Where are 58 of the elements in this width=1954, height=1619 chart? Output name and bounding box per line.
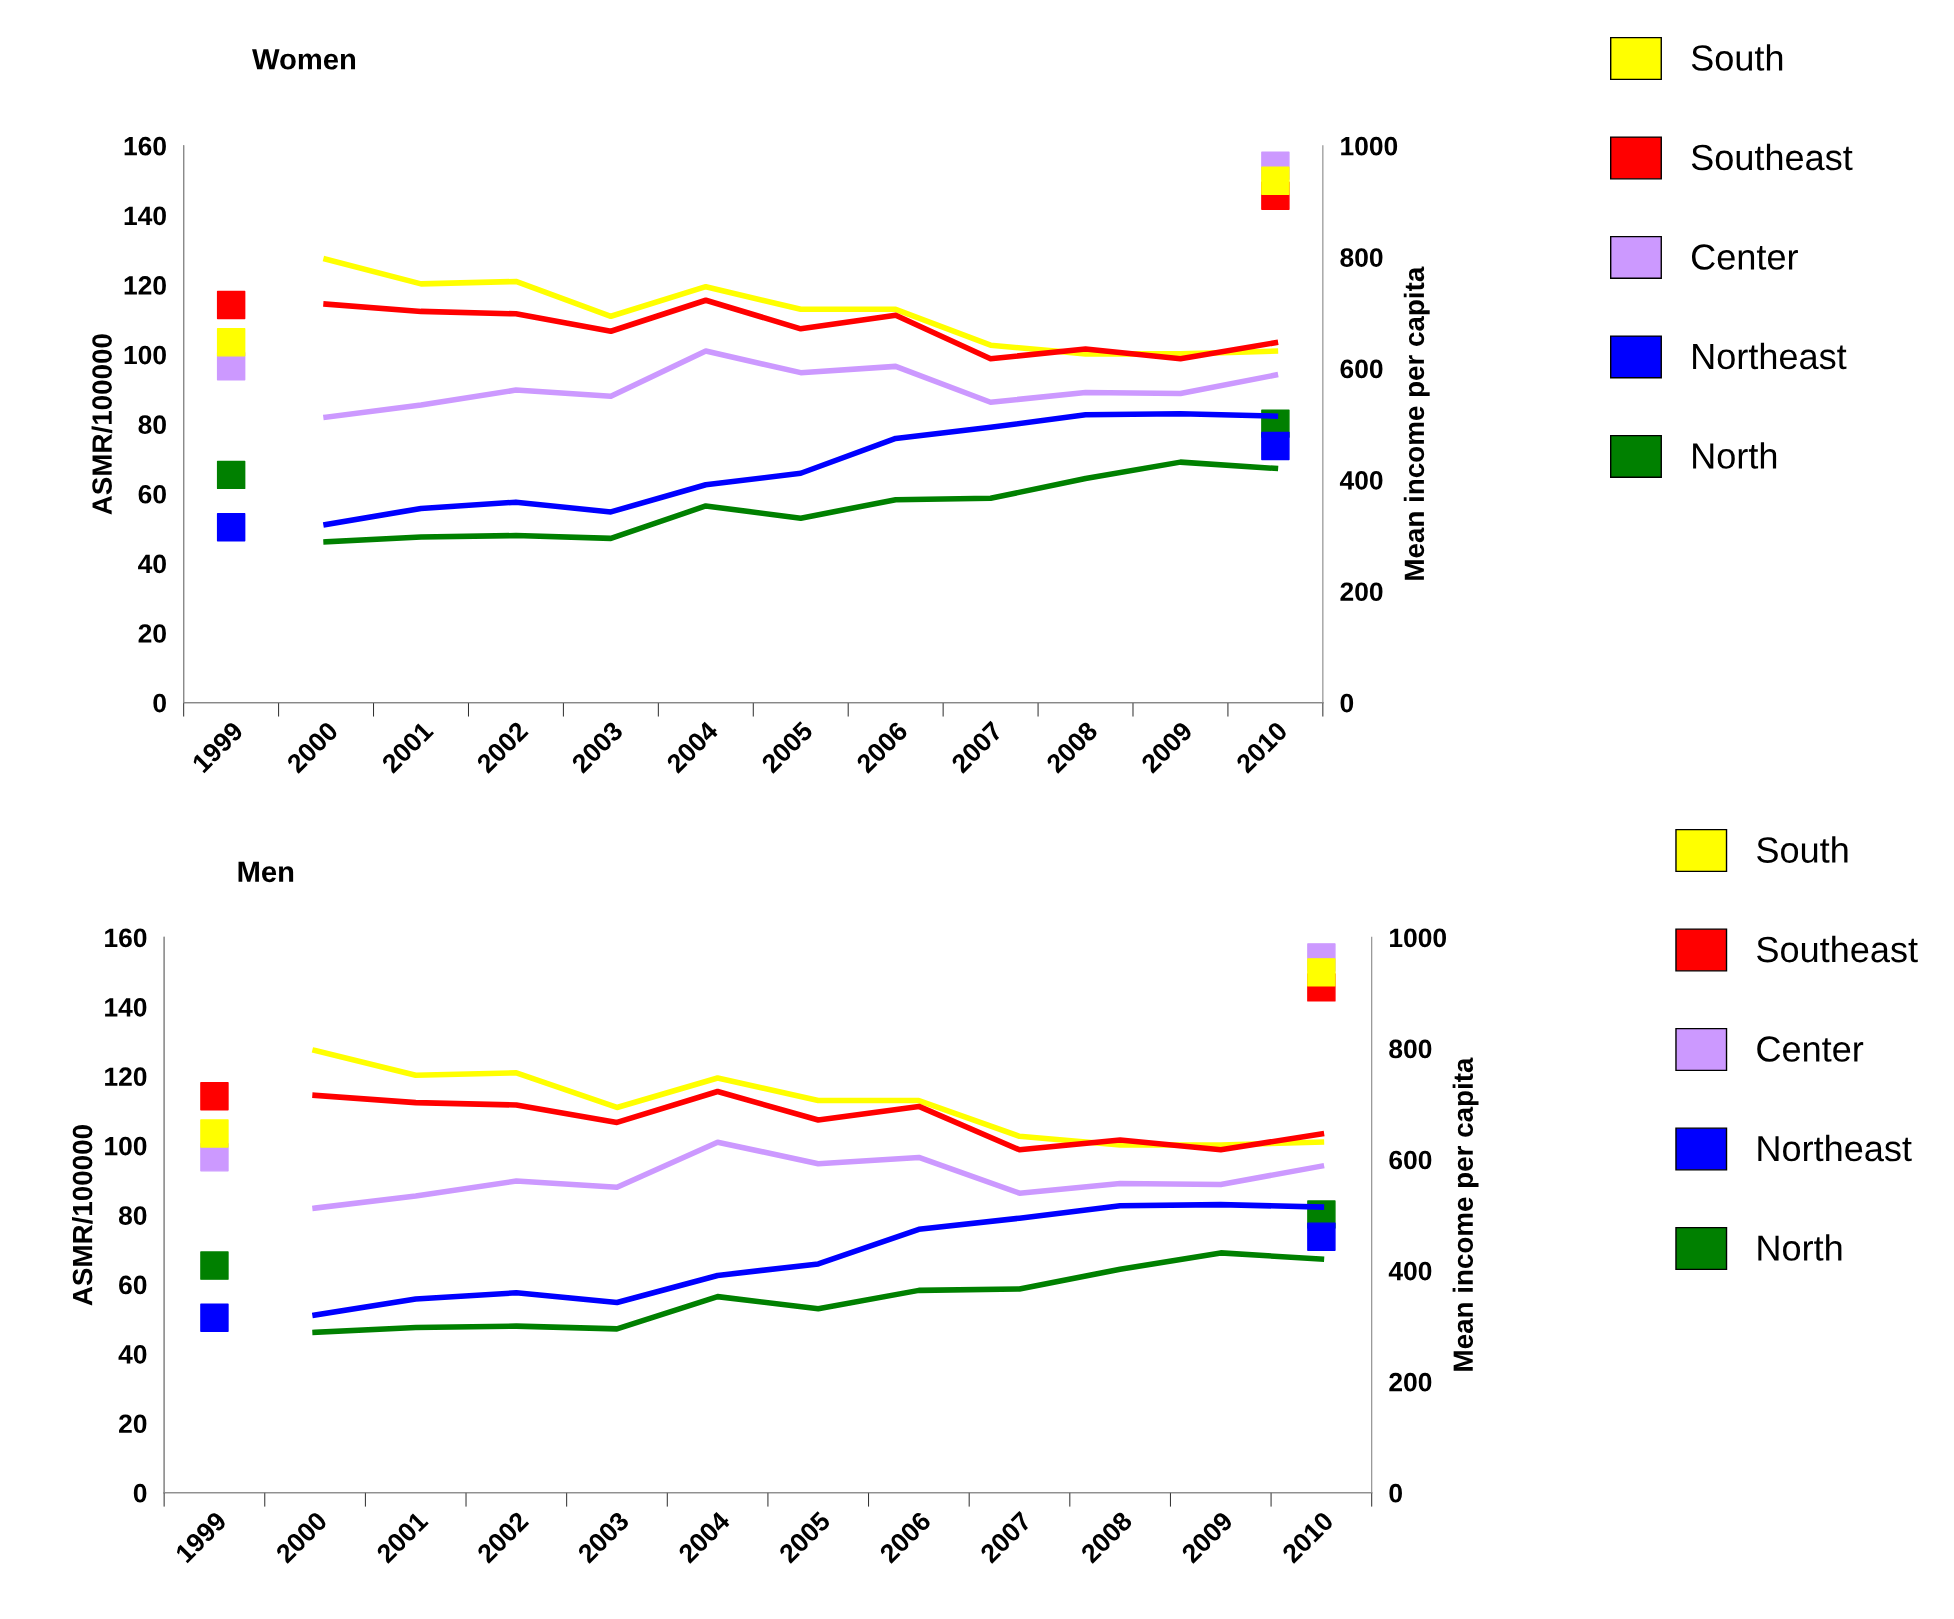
y2-axis-title: Mean income per capita [1452, 1057, 1479, 1371]
y-tick-label: 120 [105, 1067, 147, 1087]
y2-tick-label: 400 [1388, 1261, 1432, 1281]
y-tick-label: 100 [105, 1136, 147, 1156]
point [200, 1081, 229, 1111]
legend-label: Northeast [1758, 1134, 1912, 1162]
point [1261, 166, 1290, 196]
y2-tick-label: 600 [1340, 359, 1383, 379]
legend-label: South [1691, 44, 1783, 71]
y-tick-label: 140 [105, 997, 147, 1017]
y2-axis-title: Mean income per capita [1403, 266, 1430, 580]
y-tick-label: 60 [119, 1275, 147, 1295]
y2-tick-label: 600 [1389, 1150, 1432, 1170]
y-axis-title: ASMR/100000 [72, 1125, 93, 1306]
y-tick-label: 80 [138, 415, 166, 434]
y2-tick-label: 1000 [1390, 928, 1446, 948]
point [216, 290, 246, 320]
y-tick-label: 40 [118, 1345, 147, 1364]
point [1307, 958, 1336, 987]
y-tick-label: 60 [138, 484, 166, 504]
point [216, 328, 246, 357]
chart-title: Men [238, 861, 294, 883]
y2-tick-label: 200 [1389, 1372, 1432, 1392]
legend-label: Center [1691, 244, 1798, 270]
legend-label: North [1693, 442, 1777, 469]
y-tick-label: 160 [124, 136, 166, 156]
point [1307, 1222, 1336, 1251]
legend-label: Southeast [1691, 143, 1853, 171]
point [200, 1119, 229, 1148]
point [216, 460, 246, 490]
y-tick-label: 120 [124, 276, 166, 295]
y-tick-label: 20 [119, 1414, 147, 1434]
legend-label: Center [1757, 1036, 1864, 1062]
y2-tick-label: 800 [1340, 248, 1383, 267]
point [200, 1303, 229, 1333]
y-tick-label: 0 [153, 693, 166, 713]
y2-tick-label: 400 [1339, 471, 1383, 490]
y2-tick-label: 1000 [1341, 136, 1398, 156]
point [1261, 431, 1290, 461]
y-tick-label: 160 [105, 928, 147, 948]
y-axis-title: ASMR/100000 [91, 334, 113, 515]
y2-tick-label: 0 [1340, 693, 1354, 713]
y2-tick-label: 0 [1389, 1483, 1402, 1503]
chart-title: Women [252, 49, 356, 70]
y-tick-label: 20 [138, 624, 166, 643]
y-tick-label: 40 [138, 554, 166, 574]
legend-label: Southeast [1757, 935, 1918, 963]
y-tick-label: 0 [133, 1483, 147, 1503]
point [216, 512, 246, 542]
legend-label: North [1758, 1234, 1842, 1261]
legend-label: Northeast [1693, 342, 1847, 370]
y-tick-label: 140 [124, 206, 166, 226]
y-tick-label: 100 [124, 345, 166, 365]
legend-label: South [1757, 836, 1848, 863]
y2-tick-label: 200 [1340, 582, 1383, 602]
y-tick-label: 80 [118, 1206, 147, 1225]
y2-tick-label: 800 [1389, 1039, 1432, 1059]
point [200, 1251, 229, 1280]
